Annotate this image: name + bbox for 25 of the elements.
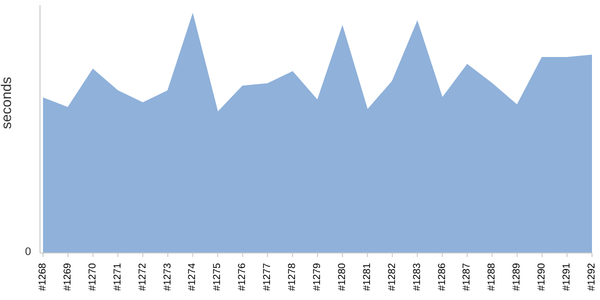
x-tick-label: #1269: [62, 262, 74, 291]
x-tick-label: #1276: [237, 262, 248, 291]
x-tick-label: #1286: [436, 262, 448, 291]
x-tick-label: #1274: [187, 262, 198, 291]
x-tick-label: #1287: [462, 262, 473, 291]
x-tick-label: #1271: [112, 262, 124, 291]
text: 0: [25, 246, 32, 258]
x-tick-label: #1283: [412, 262, 423, 291]
x-tick-label: #1275: [212, 262, 224, 291]
x-tick-label: #1279: [312, 262, 323, 291]
x-tick-label: #1282: [386, 262, 398, 291]
x-tick-label: #1273: [162, 262, 174, 291]
x-tick-label: #1272: [137, 262, 148, 291]
x-tick-label: #1270: [87, 262, 98, 291]
x-tick-label: #1281: [362, 262, 373, 291]
x-tick-label: #1280: [336, 262, 348, 291]
x-tick-label: #1278: [287, 262, 298, 291]
x-tick-label: #1277: [262, 262, 274, 291]
x-tick-label: #1290: [536, 262, 548, 291]
x-tick-label: #1292: [586, 262, 598, 291]
x-tick-label: #1289: [512, 262, 523, 291]
x-tick-label: #1291: [562, 262, 573, 291]
x-tick-label: #1288: [486, 262, 498, 291]
x-tick-label: #1268: [38, 262, 48, 291]
y-axis-title: seconds: [0, 76, 14, 129]
